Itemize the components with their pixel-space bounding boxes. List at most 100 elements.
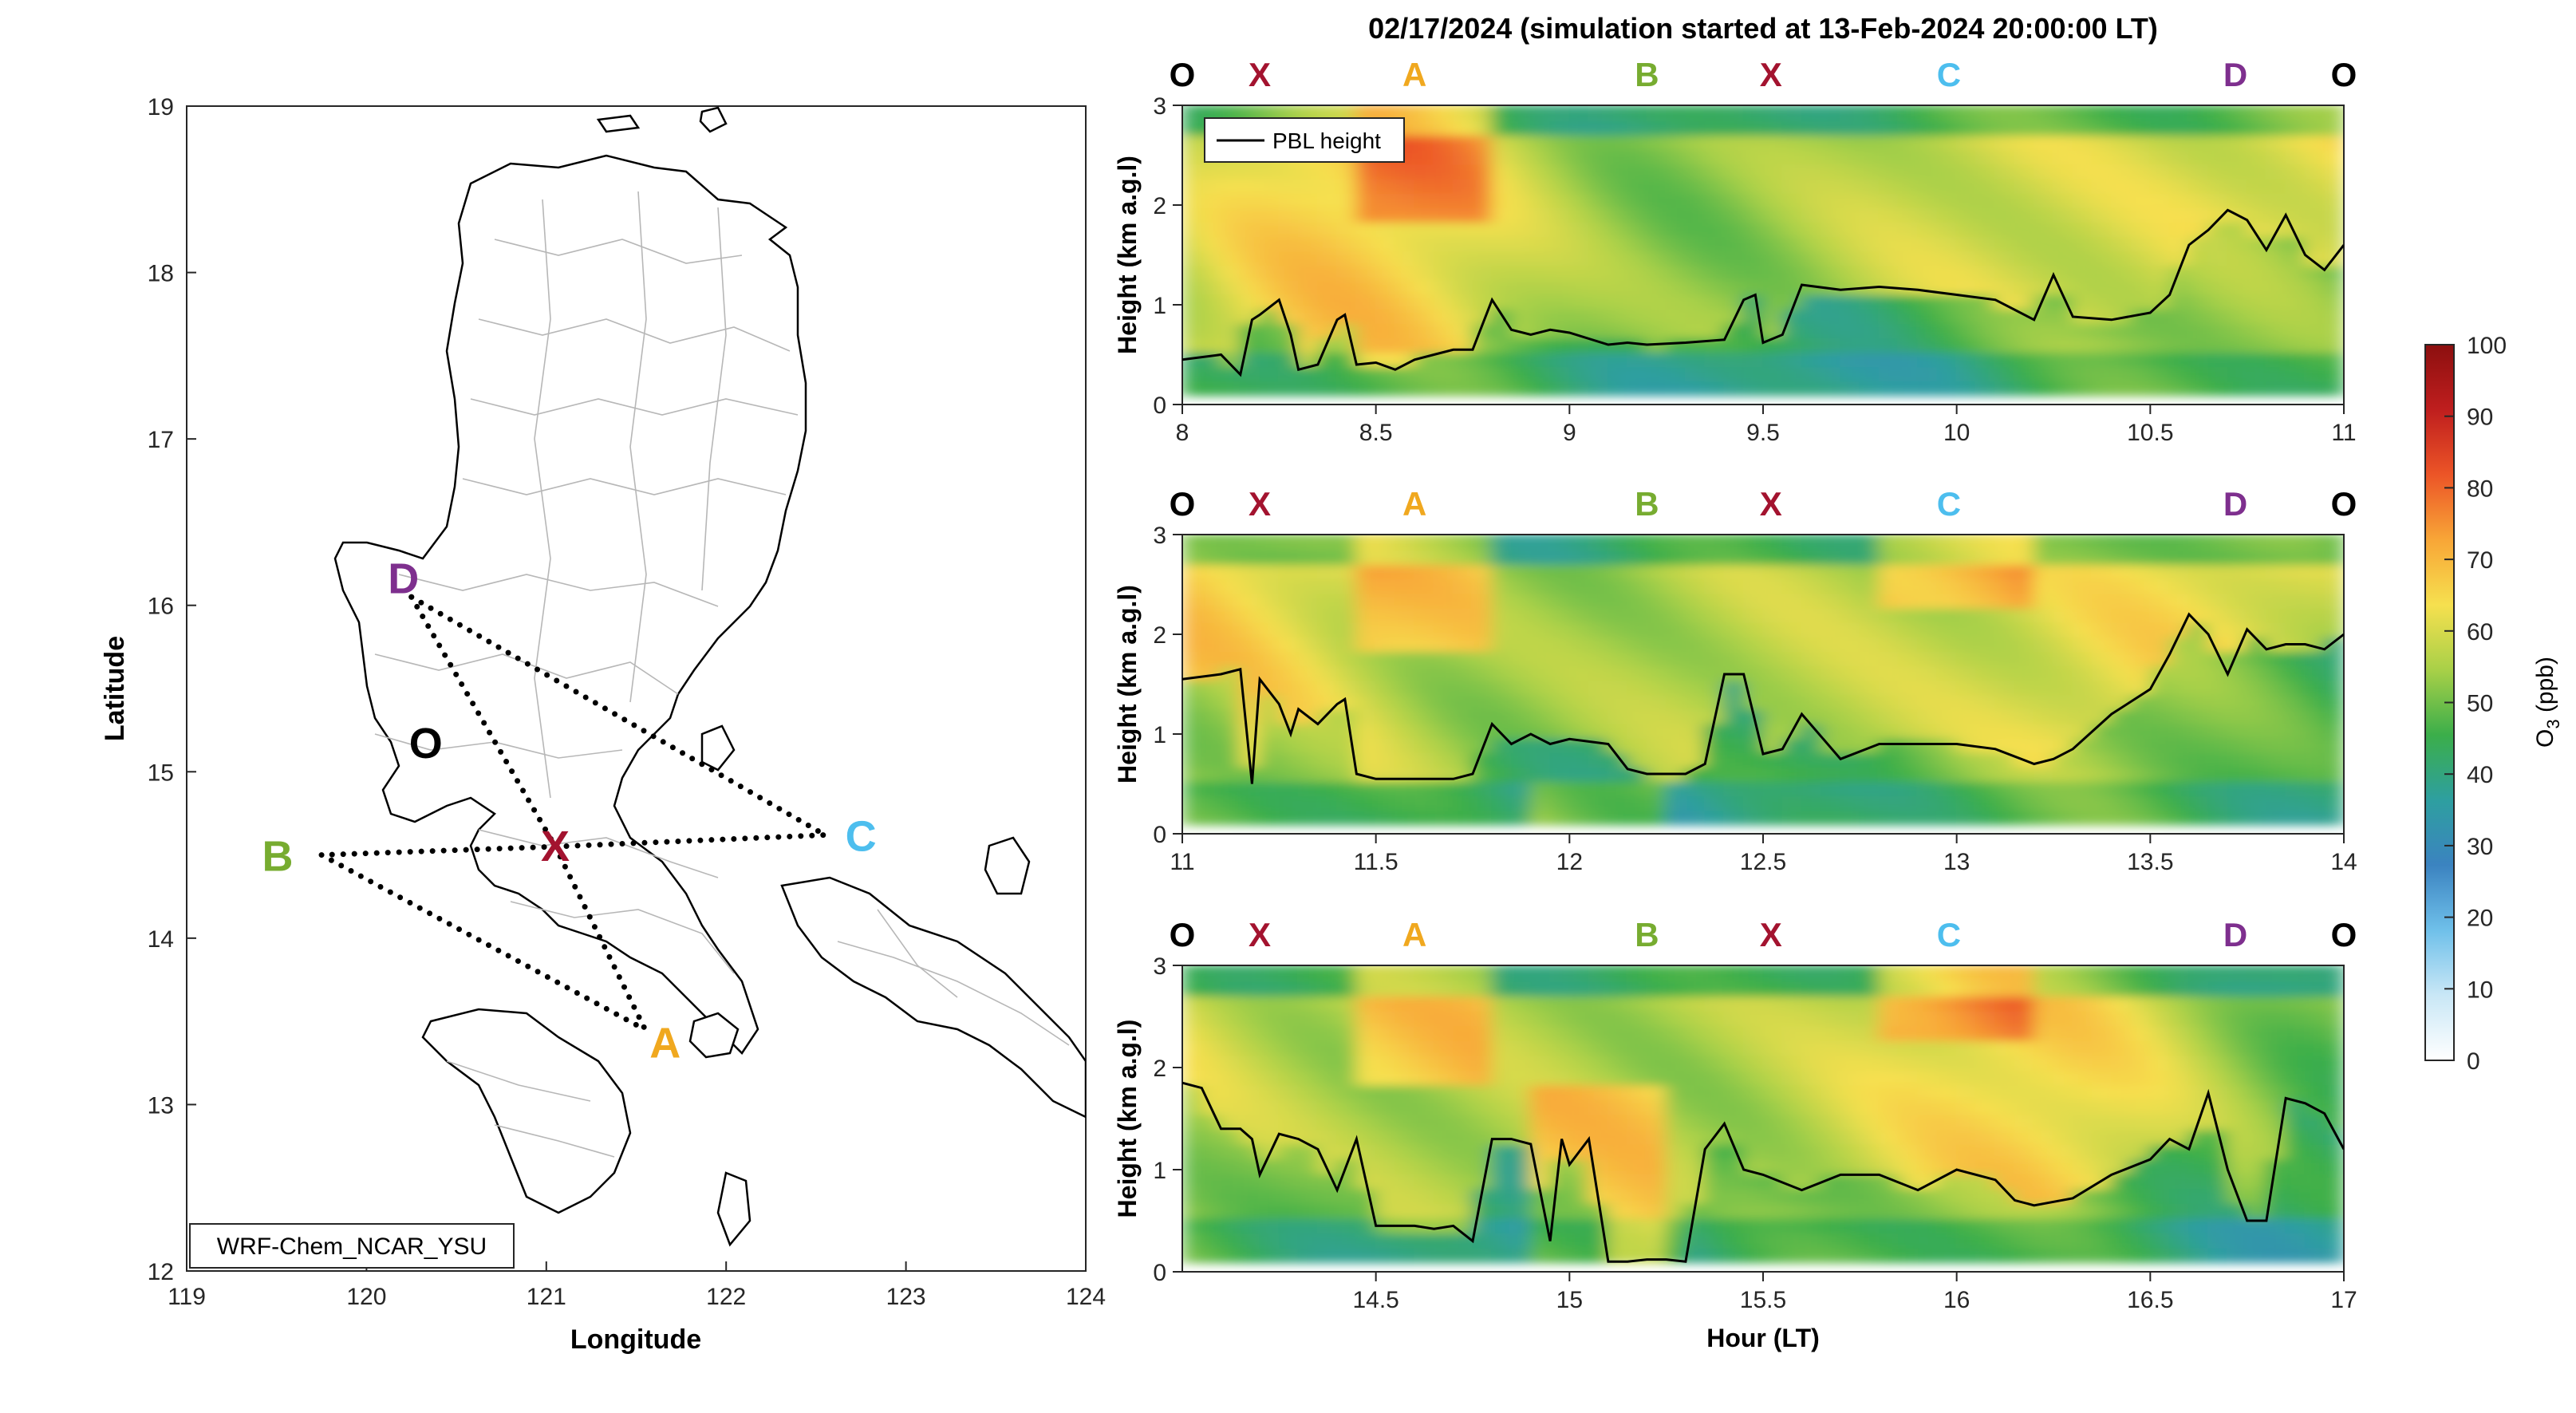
colorbar-tick-label: 10 [2467,977,2493,1003]
waypoint-b: B [262,833,294,881]
x-tick-label: 14.5 [1352,1287,1398,1313]
route-marker-d: D [2223,56,2247,93]
map-y-tick-label: 13 [148,1092,174,1119]
x-tick-label: 9.5 [1746,420,1780,446]
route-marker-o: O [1170,56,1196,93]
waypoint-c: C [846,813,877,861]
y-tick-label: 2 [1153,1056,1166,1082]
y-tick-label: 2 [1153,193,1166,219]
y-tick-label: 0 [1153,393,1166,419]
model-label: WRF-Chem_NCAR_YSU [217,1233,487,1260]
route-marker-a: A [1402,56,1426,93]
panel-ylabel: Height (km a.g.l) [1113,156,1142,354]
route-marker-c: C [1937,916,1961,953]
y-tick-label: 1 [1153,722,1166,748]
route-marker-b: B [1635,56,1659,93]
route-marker-a: A [1402,916,1426,953]
colorbar-tick-label: 50 [2467,691,2493,717]
heatmap-cells [1182,965,2344,1264]
pbl-height-line [1182,208,2344,377]
map-xlabel: Longitude [570,1324,701,1355]
pbl-legend: PBL height [1204,117,1405,163]
panel-ylabel: Height (km a.g.l) [1113,585,1142,783]
map-x-tick-label: 120 [346,1284,386,1310]
y-tick-label: 1 [1153,1158,1166,1184]
map-x-tick-label: 123 [886,1284,926,1310]
x-tick-label: 12 [1556,849,1583,875]
map-y-tick-label: 12 [148,1259,174,1285]
route-marker-o: O [2331,485,2357,523]
colorbar-tick-label: 0 [2467,1048,2480,1075]
route-segment [408,594,558,850]
waypoint-d: D [388,555,419,602]
route-marker-x: X [1760,485,1782,523]
model-label-box [189,1223,515,1269]
babuyan-island [596,114,641,133]
route-marker-x: X [1760,916,1782,953]
route-segment [552,832,828,850]
map-ylabel: Latitude [100,636,130,741]
x-tick-label: 8.5 [1359,420,1393,446]
map-y-tick-label: 19 [148,94,174,120]
colorbar-tick-label: 70 [2467,547,2493,574]
marinduque-island [688,1012,740,1059]
waypoint-o: O [409,720,443,768]
map-waypoints: O X A B C D [262,555,877,1067]
x-tick-label: 14 [2330,849,2357,875]
route-marker-x: X [1760,56,1782,93]
map-x-tick-label: 124 [1066,1284,1106,1310]
map-axis-ticks: 119 120 121 122 123 124 12 13 14 15 16 17 18 19 [148,94,1106,1310]
colorbar-tick-label: 90 [2467,405,2493,431]
pbl-legend-label: PBL height [1272,128,1381,153]
waypoint-a: A [649,1020,680,1068]
y-tick-label: 3 [1153,523,1166,549]
x-tick-label: 16.5 [2127,1287,2173,1313]
route-segment [408,594,828,839]
route-marker-x: X [1249,56,1271,93]
x-tick-label: 15.5 [1740,1287,1786,1313]
bicol-region [780,876,1086,1119]
colorbar: 0 10 20 30 40 50 60 70 80 90 100 O3 (ppb) [2424,333,2563,1075]
map-y-tick-label: 15 [148,760,174,786]
heatmap-panel-1: 8 8.5 9 9.5 10 10.5 11 0 1 2 3 Height (km a.g.l) O X A… [1113,56,2357,446]
colorbar-tick-label: 30 [2467,834,2493,860]
x-tick-label: 13 [1943,849,1970,875]
map-x-tick-label: 121 [527,1284,566,1310]
route-marker-o: O [1170,916,1196,953]
y-tick-label: 1 [1153,293,1166,319]
route-marker-c: C [1937,485,1961,523]
map-x-tick-label: 119 [168,1284,206,1310]
heatmap-panel-3: 14.5 15 15.5 16 16.5 17 0 1 2 3 Height (km a.g.l) O… [1113,916,2357,1313]
route-marker-o: O [2331,916,2357,953]
map-y-tick-label: 14 [148,926,174,953]
route-marker-a: A [1402,485,1426,523]
hour-xlabel: Hour (LT) [1706,1324,1820,1352]
route-marker-o: O [2331,56,2357,93]
admin-boundaries [374,191,1070,1158]
colorbar-label: O3 (ppb) [2532,657,2563,748]
route-marker-d: D [2223,916,2247,953]
y-tick-label: 3 [1153,953,1166,980]
y-tick-label: 0 [1153,1260,1166,1286]
colorbar-tick-label: 100 [2467,333,2507,359]
pbl-height-line [1182,1081,2344,1263]
mindoro-island [421,1008,632,1214]
x-tick-label: 17 [2330,1287,2357,1313]
x-tick-label: 10.5 [2127,420,2173,446]
colorbar-tick-label: 80 [2467,476,2493,502]
route-marker-b: B [1635,485,1659,523]
calayan-island [699,106,728,133]
x-tick-label: 11.5 [1354,849,1398,875]
polillo-island [700,724,736,772]
figure-title: 02/17/2024 (simulation started at 13-Feb… [1368,12,2158,45]
map-y-tick-label: 17 [148,427,174,453]
luzon-island [333,154,807,1055]
map-landmass [333,106,1086,1247]
waypoint-x: X [541,823,570,870]
y-tick-label: 2 [1153,622,1166,649]
map-panel: 119 120 121 122 123 124 12 13 14 15 16 17 18 19 O X A B C… [100,94,1106,1355]
x-tick-label: 9 [1563,420,1576,446]
route-marker-d: D [2223,485,2247,523]
